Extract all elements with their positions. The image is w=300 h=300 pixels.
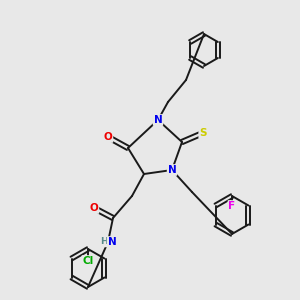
Text: Cl: Cl <box>82 256 94 266</box>
Text: H: H <box>100 238 108 247</box>
Text: O: O <box>90 203 98 213</box>
Text: N: N <box>154 115 162 125</box>
Text: N: N <box>108 237 116 247</box>
Text: F: F <box>228 201 236 211</box>
Text: O: O <box>103 132 112 142</box>
Text: S: S <box>199 128 207 138</box>
Text: N: N <box>168 165 176 175</box>
